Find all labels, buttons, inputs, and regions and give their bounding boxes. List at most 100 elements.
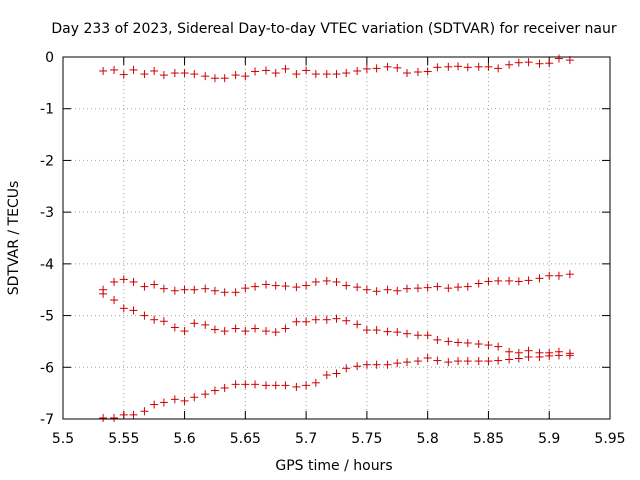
data-point — [454, 357, 463, 366]
data-point — [129, 410, 138, 419]
data-point — [311, 277, 320, 286]
data-point — [210, 386, 219, 395]
data-point — [332, 314, 341, 323]
data-point — [110, 65, 119, 74]
data-point — [251, 324, 260, 333]
chart-title: Day 233 of 2023, Sidereal Day-to-day VTE… — [51, 21, 617, 37]
data-point — [484, 277, 493, 286]
data-point — [423, 353, 432, 362]
data-point — [271, 281, 280, 290]
data-point — [292, 382, 301, 391]
grid-lines — [63, 57, 610, 419]
data-point — [505, 60, 514, 69]
data-point — [322, 70, 331, 79]
data-point — [433, 356, 442, 365]
data-point — [463, 357, 472, 366]
data-point — [220, 288, 229, 297]
data-point — [110, 413, 119, 422]
data-point — [393, 286, 402, 295]
data-point — [150, 400, 159, 409]
data-point — [332, 277, 341, 286]
data-point — [342, 316, 351, 325]
data-point — [119, 70, 128, 79]
data-point — [535, 352, 544, 361]
data-point — [554, 54, 563, 63]
data-point — [251, 67, 260, 76]
data-point — [535, 274, 544, 283]
data-point — [180, 285, 189, 294]
data-point — [474, 62, 483, 71]
data-point — [393, 63, 402, 72]
data-point — [159, 284, 168, 293]
data-point — [514, 58, 523, 67]
data-point — [362, 360, 371, 369]
data-point — [383, 360, 392, 369]
data-point — [545, 351, 554, 360]
data-point — [454, 283, 463, 292]
data-point — [119, 304, 128, 313]
data-point — [201, 320, 210, 329]
data-point — [159, 71, 168, 80]
data-point — [474, 340, 483, 349]
data-point — [170, 323, 179, 332]
x-tick-label: 5.9 — [538, 431, 560, 447]
data-point — [231, 324, 240, 333]
data-point — [433, 63, 442, 72]
data-point — [413, 284, 422, 293]
y-tick-label: -6 — [40, 360, 54, 376]
data-point — [99, 289, 108, 298]
data-point — [140, 70, 149, 79]
data-point — [129, 65, 138, 74]
data-point — [403, 329, 412, 338]
data-point — [322, 276, 331, 285]
y-tick-label: -1 — [40, 102, 54, 118]
data-point — [372, 326, 381, 335]
data-point — [494, 342, 503, 351]
data-point — [99, 413, 108, 422]
data-point — [362, 326, 371, 335]
data-point — [292, 317, 301, 326]
data-point — [281, 324, 290, 333]
x-tick-label: 5.95 — [594, 431, 625, 447]
data-point — [129, 277, 138, 286]
data-point — [524, 58, 533, 67]
data-point — [484, 357, 493, 366]
y-tick-label: -3 — [40, 205, 54, 221]
data-point — [190, 285, 199, 294]
data-point — [261, 327, 270, 336]
data-point — [372, 64, 381, 73]
data-point — [150, 315, 159, 324]
data-point — [383, 62, 392, 71]
data-point — [119, 410, 128, 419]
data-point — [302, 281, 311, 290]
data-point — [119, 275, 128, 284]
data-point — [140, 407, 149, 416]
y-axis-ticks: 0 -1 -2 -3 -4 -5 -6 -7 — [40, 50, 610, 428]
data-point — [241, 284, 250, 293]
y-tick-label: -7 — [40, 412, 54, 428]
data-point — [353, 283, 362, 292]
data-point — [463, 63, 472, 72]
x-axis-label: GPS time / hours — [275, 458, 392, 474]
data-point — [383, 327, 392, 336]
x-tick-label: 5.7 — [295, 431, 317, 447]
data-point — [332, 369, 341, 378]
data-point — [454, 62, 463, 71]
data-point — [220, 383, 229, 392]
data-point — [170, 395, 179, 404]
data-point — [210, 74, 219, 83]
data-point — [241, 327, 250, 336]
data-point — [545, 271, 554, 280]
data-point — [150, 66, 159, 75]
data-point — [463, 338, 472, 347]
data-point — [433, 335, 442, 344]
x-tick-label: 5.65 — [230, 431, 261, 447]
data-point — [251, 380, 260, 389]
data-point — [281, 381, 290, 390]
data-point — [444, 358, 453, 367]
data-point — [190, 319, 199, 328]
data-point — [565, 351, 574, 360]
data-point — [413, 67, 422, 76]
data-point — [393, 359, 402, 368]
